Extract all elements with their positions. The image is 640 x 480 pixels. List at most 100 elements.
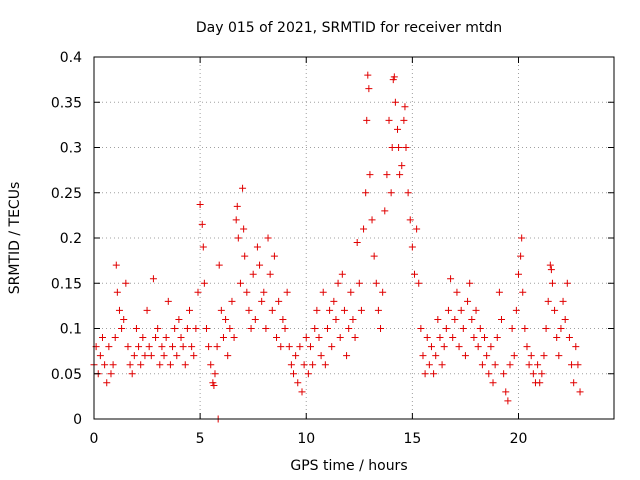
data-point	[362, 189, 370, 197]
data-point	[281, 325, 289, 332]
data-point	[548, 279, 556, 287]
data-point	[154, 325, 162, 332]
data-point	[553, 334, 561, 342]
data-point	[546, 261, 554, 269]
data-point	[315, 334, 323, 342]
data-point	[160, 352, 168, 360]
data-point	[306, 343, 314, 351]
data-point	[340, 306, 348, 314]
data-point	[387, 189, 395, 197]
data-point	[243, 288, 251, 296]
y-tick-label: 0.05	[51, 367, 82, 383]
data-point	[363, 116, 371, 124]
data-point	[514, 270, 522, 278]
data-point	[402, 144, 410, 151]
data-point	[334, 279, 342, 287]
data-point	[383, 171, 391, 179]
data-point	[447, 275, 455, 283]
data-point	[538, 370, 546, 378]
data-point	[245, 306, 253, 314]
data-point	[313, 306, 321, 314]
data-point	[210, 382, 218, 390]
data-point	[478, 361, 486, 369]
data-point	[351, 334, 359, 342]
data-point	[461, 352, 469, 360]
data-point	[181, 361, 189, 369]
data-point	[126, 361, 134, 369]
data-point	[557, 325, 565, 332]
data-point	[240, 225, 248, 233]
grid	[94, 57, 614, 419]
data-points	[90, 71, 584, 423]
data-point	[198, 220, 206, 228]
data-point	[213, 343, 221, 351]
data-point	[518, 234, 526, 242]
data-point	[517, 252, 525, 260]
data-point	[365, 85, 373, 93]
data-point	[177, 334, 185, 342]
data-point	[328, 343, 336, 351]
data-point	[302, 334, 310, 342]
data-point	[523, 343, 531, 351]
y-tick-label: 0	[73, 412, 82, 428]
data-point	[487, 343, 495, 351]
data-point	[381, 207, 389, 215]
data-point	[139, 334, 147, 342]
data-point	[472, 306, 480, 314]
data-point	[388, 144, 396, 151]
data-point	[377, 325, 385, 332]
data-point	[171, 325, 179, 332]
data-point	[319, 288, 327, 296]
data-point	[207, 361, 215, 369]
data-point	[283, 288, 291, 296]
data-point	[379, 288, 387, 296]
data-point	[156, 361, 164, 369]
data-point	[224, 352, 232, 360]
data-point	[419, 352, 427, 360]
y-tick-label: 0.2	[60, 231, 82, 247]
data-point	[394, 125, 402, 133]
data-point	[158, 343, 166, 351]
data-point	[145, 343, 153, 351]
data-point	[239, 184, 247, 192]
data-point	[101, 361, 109, 369]
data-point	[395, 144, 403, 151]
data-point	[217, 306, 225, 314]
data-point	[120, 315, 128, 323]
data-point	[268, 306, 276, 314]
data-point	[230, 334, 238, 342]
data-point	[215, 261, 223, 269]
data-point	[519, 288, 527, 296]
data-point	[234, 234, 242, 242]
data-point	[262, 325, 270, 332]
data-point	[430, 370, 438, 378]
y-axis: 0 0.05 0.1 0.15 0.2 0.25 0.3 0.35 0.4	[51, 50, 614, 428]
y-tick-label: 0.3	[60, 141, 82, 157]
data-point	[357, 306, 365, 314]
data-point	[551, 306, 559, 314]
data-point	[256, 261, 264, 269]
data-point	[432, 352, 440, 360]
data-point	[565, 334, 573, 342]
data-point	[211, 370, 219, 378]
data-point	[98, 334, 106, 342]
x-tick-label: 5	[196, 431, 205, 447]
data-point	[355, 279, 363, 287]
data-point	[105, 343, 113, 351]
data-point	[360, 225, 368, 233]
data-point	[372, 279, 380, 287]
data-point	[233, 202, 241, 210]
data-point	[483, 352, 491, 360]
data-point	[173, 352, 181, 360]
data-point	[258, 297, 266, 305]
data-point	[287, 361, 295, 369]
y-tick-label: 0.15	[51, 276, 82, 292]
data-point	[311, 325, 319, 332]
data-point	[277, 343, 285, 351]
data-point	[232, 216, 240, 224]
data-point	[264, 234, 272, 242]
data-point	[343, 352, 351, 360]
data-point	[451, 315, 459, 323]
data-point	[135, 343, 143, 351]
data-point	[421, 370, 429, 378]
